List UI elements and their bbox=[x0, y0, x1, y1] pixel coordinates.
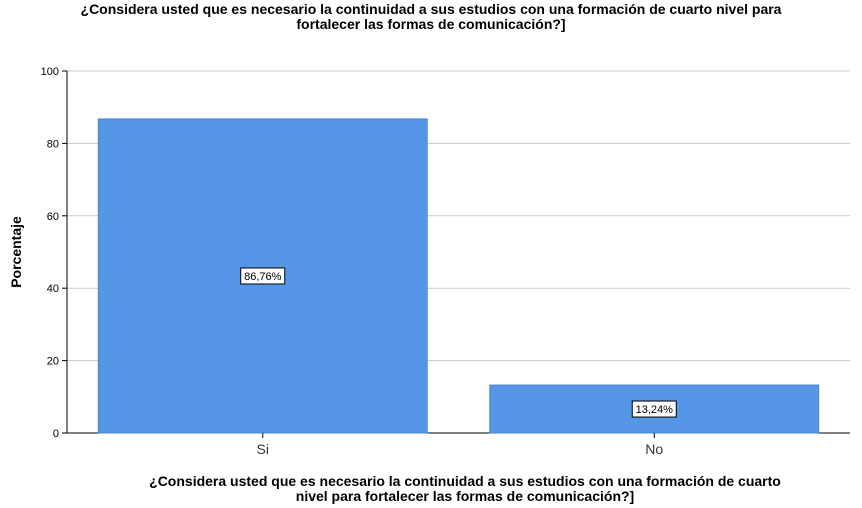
x-tick-label: Si bbox=[257, 441, 269, 457]
chart-title: ¿Considera usted que es necesario la con… bbox=[0, 2, 862, 32]
data-label-box bbox=[240, 267, 286, 285]
y-tick-label: 100 bbox=[41, 66, 59, 78]
data-label: 86,76% bbox=[244, 271, 282, 283]
y-tick-label: 20 bbox=[47, 356, 59, 368]
y-tick-label: 0 bbox=[53, 428, 59, 440]
data-label: 13,24% bbox=[636, 404, 674, 416]
x-axis-label: ¿Considera usted que es necesario la con… bbox=[60, 474, 862, 504]
chart-title-line1: ¿Considera usted que es necesario la con… bbox=[80, 1, 782, 17]
y-tick-label: 40 bbox=[47, 283, 59, 295]
y-tick-label: 60 bbox=[47, 211, 59, 223]
y-tick-label: 80 bbox=[47, 138, 59, 150]
x-tick-label: No bbox=[645, 441, 663, 457]
data-label-box bbox=[631, 400, 677, 418]
x-axis-label-line2: nivel para fortalecer las formas de comu… bbox=[295, 488, 635, 504]
bar-chart: 0 20 40 60 80 100 Si 86,76% No 13,24% bbox=[41, 66, 850, 457]
chart-title-line2: fortalecer las formas de comunicación?] bbox=[296, 16, 566, 32]
x-axis-label-line1: ¿Considera usted que es necesario la con… bbox=[149, 473, 781, 489]
